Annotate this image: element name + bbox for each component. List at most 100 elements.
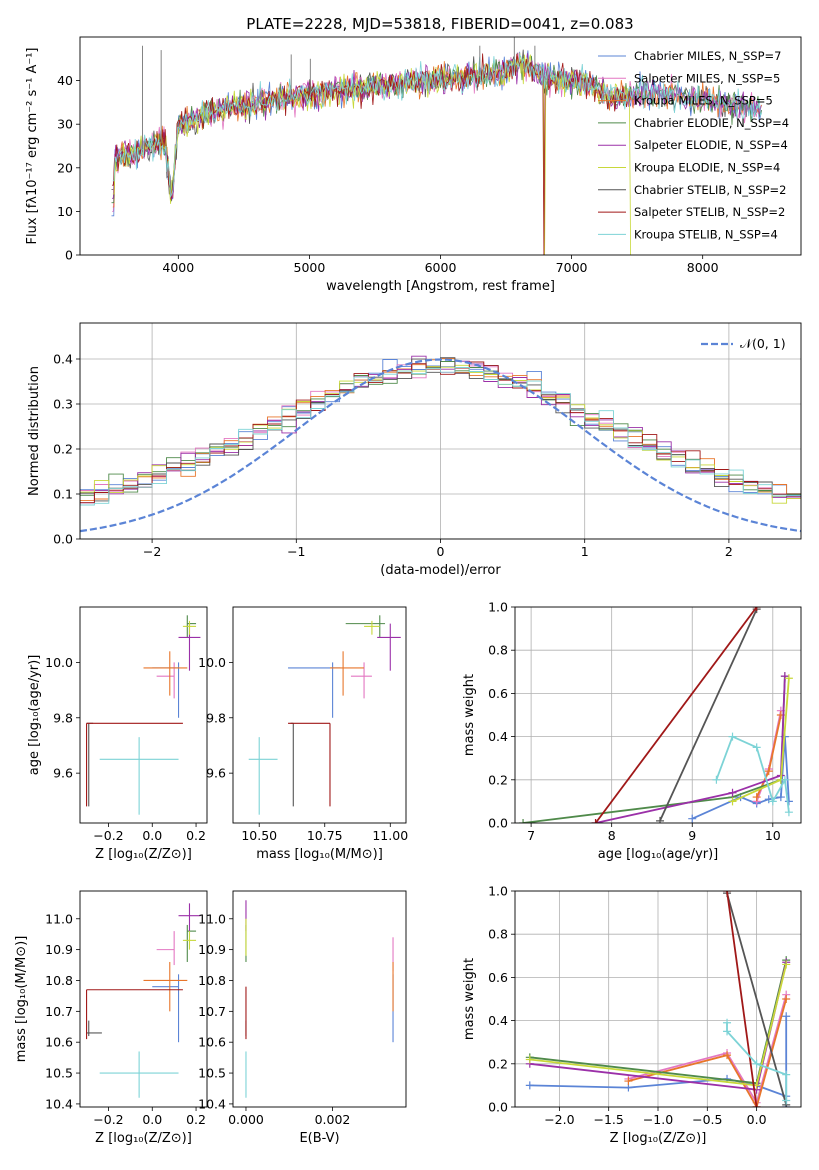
x-tick-label: −1.0	[643, 1112, 673, 1127]
x-tick-label: 8000	[687, 260, 719, 275]
y-tick-label: 10.4	[45, 1096, 73, 1111]
weight-series-line	[659, 608, 758, 822]
y-tick-label: 0.8	[488, 927, 508, 942]
legend-entry: Chabrier MILES, N_SSP=7	[634, 49, 781, 63]
weight-point-marker	[752, 743, 761, 752]
legend-entry: 𝒩(0, 1)	[740, 336, 786, 351]
legend-entry: Chabrier ELODIE, N_SSP=4	[634, 116, 789, 130]
y-tick-label: 10.6	[45, 1035, 73, 1050]
x-tick-label: 0.000	[228, 1112, 264, 1127]
x-axis-label: age [log₁₀(age/yr)]	[598, 847, 719, 862]
x-tick-label: 5000	[294, 260, 326, 275]
axes-frame	[79, 36, 802, 256]
x-axis-label: wavelength [Angstrom, rest frame]	[326, 279, 555, 294]
legend-entry: Kroupa ELODIE, N_SSP=4	[634, 161, 780, 175]
legend-entry: Kroupa STELIB, N_SSP=4	[634, 227, 778, 241]
histogram-series	[80, 367, 801, 539]
y-tick-label: 0.2	[488, 772, 508, 787]
legend-entry: Salpeter STELIB, N_SSP=2	[634, 205, 785, 219]
weight-point-marker	[728, 732, 737, 741]
y-tick-label: 10.5	[45, 1066, 73, 1081]
y-tick-label: 0	[65, 248, 73, 263]
weight-point-marker	[624, 1077, 633, 1086]
y-tick-label: 0.0	[53, 532, 73, 547]
y-tick-label: 0.8	[488, 643, 508, 658]
y-axis-label: mass weight	[462, 958, 477, 1040]
y-tick-label: 10.0	[198, 655, 226, 670]
plot-area-spectrum	[111, 37, 763, 255]
weight-point-marker	[723, 1051, 732, 1060]
y-tick-label: 11.0	[45, 911, 73, 926]
axes-frame	[79, 322, 802, 540]
y-tick-label: 10.7	[198, 1004, 226, 1019]
x-tick-label: 2	[725, 544, 733, 559]
panel-residual-histogram: −2 −1 0 1 2 0.0 0.1 0.2 0.3 0.4 (data-model)/error…	[27, 322, 802, 578]
weight-point-marker	[776, 793, 785, 802]
x-tick-label: 6000	[425, 260, 457, 275]
y-axis-label: Normed distribution	[27, 366, 42, 496]
weight-point-marker	[784, 674, 793, 683]
weight-point-marker	[782, 995, 791, 1003]
y-tick-label: 0.0	[488, 816, 508, 831]
y-tick-label: 10.6	[198, 1035, 226, 1050]
legend-entry: Salpeter MILES, N_SSP=5	[634, 71, 780, 85]
panel-z-vs-age: −0.2 0.0 0.2 9.6 9.8 10.0 Z [log₁₀(Z/Z⊙)] age […	[27, 606, 208, 862]
x-tick-label: 0.002	[315, 1112, 351, 1127]
weight-point-marker	[525, 1055, 534, 1064]
axes-frame	[514, 606, 802, 824]
y-tick-label: 10.9	[45, 942, 73, 957]
axes-frame	[232, 890, 407, 1108]
weight-point-marker	[782, 960, 791, 969]
y-tick-label: 0.2	[488, 1056, 508, 1071]
y-tick-label: 30	[57, 117, 73, 132]
weight-point-marker	[723, 1027, 732, 1036]
y-tick-label: 0.6	[488, 970, 508, 985]
weight-point-marker	[752, 793, 761, 802]
x-tick-label: 0	[437, 544, 445, 559]
x-tick-label: 0.0	[142, 1112, 162, 1127]
x-tick-label: −0.5	[692, 1112, 722, 1127]
panel-age-mass-weight: 7 8 9 10 0.0 0.2 0.4 0.6 0.8 1.0 age [log₁₀(age/yr…	[462, 600, 802, 862]
y-tick-label: 0.0	[488, 1100, 508, 1115]
weight-point-marker	[768, 797, 777, 806]
weight-point-marker	[723, 891, 732, 895]
weight-point-marker	[752, 607, 761, 611]
panel-z-vs-mass: −0.2 0.0 0.2 10.4 10.5 10.6 10.7 10.8 10.9 11.0 Z …	[14, 890, 208, 1146]
y-tick-label: 11.0	[198, 911, 226, 926]
x-tick-label: −2.0	[544, 1112, 574, 1127]
panel-spectrum: 4000 5000 6000 7000 8000 0 10 20 30 40 wavelength …	[25, 36, 802, 294]
y-tick-label: 10.8	[198, 973, 226, 988]
weight-point-marker	[728, 797, 737, 806]
panel-mass-vs-age: 10.50 10.75 11.00 9.6 9.8 10.0 mass [log₁₀(M/M…	[198, 606, 408, 862]
x-tick-label: 11.00	[372, 828, 408, 843]
x-tick-label: −0.2	[93, 828, 123, 843]
normal-reference-curve	[80, 358, 801, 533]
y-tick-label: 10.8	[45, 973, 73, 988]
x-tick-label: 0.0	[747, 1112, 767, 1127]
weight-point-marker	[728, 788, 737, 797]
y-tick-label: 9.6	[206, 766, 226, 781]
weight-point-marker	[519, 819, 528, 823]
figure-title: PLATE=2228, MJD=53818, FIBERID=0041, z=0…	[246, 15, 633, 33]
axes-frame	[79, 606, 208, 824]
y-tick-label: 1.0	[488, 884, 508, 899]
y-tick-label: 10.7	[45, 1004, 73, 1019]
plot-area-z-vs-mass	[86, 903, 201, 1098]
y-tick-label: 0.1	[53, 487, 73, 502]
x-tick-label: 10	[765, 828, 781, 843]
x-axis-label: (data-model)/error	[380, 563, 501, 578]
weight-point-marker	[782, 1096, 791, 1105]
y-tick-label: 10.0	[45, 655, 73, 670]
weight-series-line	[726, 891, 758, 1107]
weight-series-line	[595, 676, 786, 823]
weight-point-marker	[752, 1059, 761, 1068]
x-axis-label: E(B-V)	[299, 1131, 339, 1146]
weight-point-marker	[782, 1012, 791, 1021]
x-tick-label: 0.0	[142, 828, 162, 843]
x-tick-label: 0.2	[186, 828, 206, 843]
y-tick-label: 1.0	[488, 600, 508, 615]
axes-frame	[232, 606, 407, 824]
x-axis-label: Z [log₁₀(Z/Z⊙)]	[610, 1131, 707, 1146]
y-tick-label: 9.8	[53, 710, 73, 725]
y-tick-label: 0.6	[488, 686, 508, 701]
